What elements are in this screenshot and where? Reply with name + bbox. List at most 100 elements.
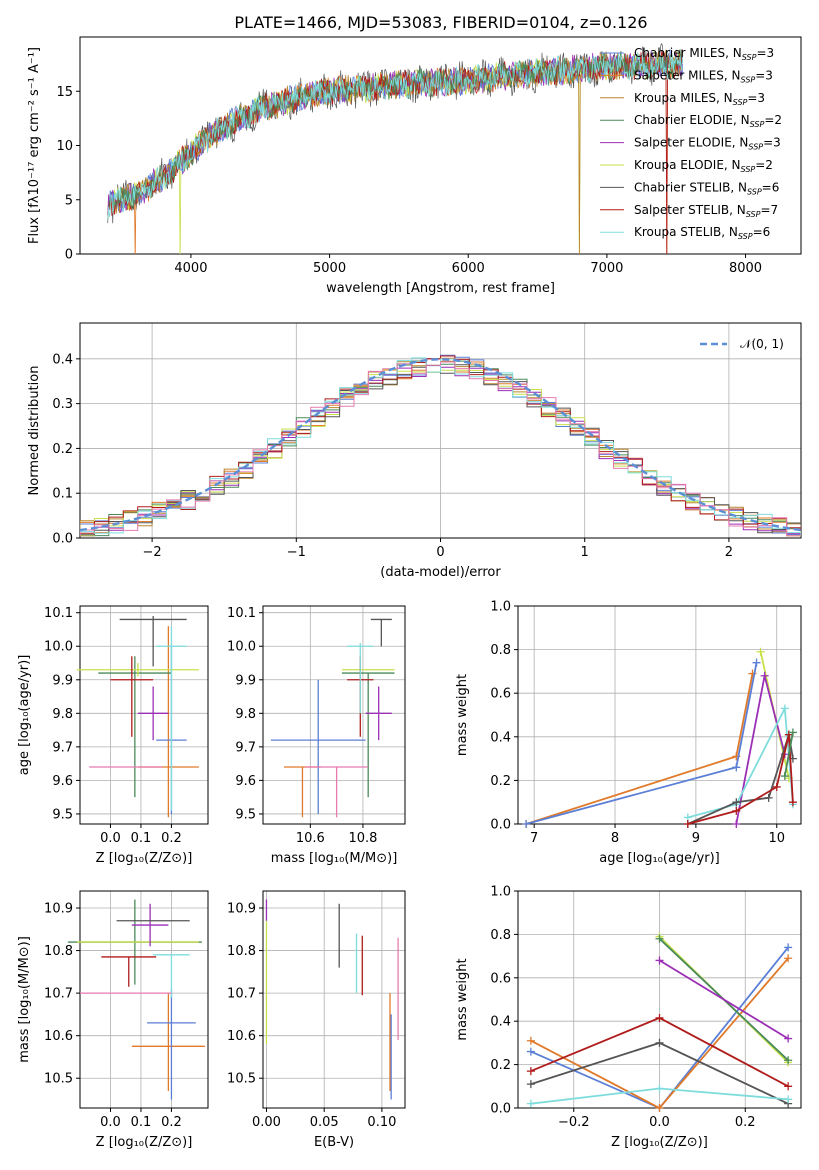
- y-axis-label: age [log₁₀(age/yr)]: [17, 655, 32, 776]
- y-tick-label: 0.2: [490, 1058, 511, 1073]
- weight-marker: [772, 782, 781, 791]
- plot-frame: [262, 890, 406, 1109]
- x-tick-label: 5000: [313, 261, 346, 276]
- x-tick-label: −1: [287, 545, 306, 560]
- weight-marker: [526, 1036, 535, 1045]
- x-tick-label: 8000: [729, 261, 762, 276]
- plot-frame: [79, 890, 209, 1109]
- weight-lines: [526, 932, 793, 1112]
- y-axis-label: mass weight: [455, 674, 470, 756]
- x-axis-label: (data-model)/error: [380, 565, 501, 580]
- legend-label: Kroupa MILES, NSSP=3: [634, 91, 765, 107]
- weight-marker: [788, 728, 797, 737]
- x-tick-label: 6000: [452, 261, 485, 276]
- legend-label: 𝒩(0, 1): [740, 337, 784, 351]
- y-tick-label: 10.7: [44, 987, 73, 1002]
- weight-lines: [522, 647, 797, 828]
- weight-marker: [784, 943, 793, 952]
- y-tick-label: 10.9: [44, 902, 73, 917]
- y-tick-label: 10.0: [44, 640, 73, 655]
- weight-marker: [784, 1034, 793, 1043]
- legend-label: Salpeter ELODIE, NSSP=3: [634, 136, 781, 152]
- histogram-step: [80, 361, 801, 537]
- weight-marker: [526, 1080, 535, 1089]
- y-tick-label: 5: [65, 193, 73, 208]
- axes: 4000 5000 6000 7000 8000 0 5 10 15: [56, 85, 762, 276]
- legend-label: Kroupa ELODIE, NSSP=2: [634, 158, 773, 174]
- y-tick-label: 10.7: [227, 987, 256, 1002]
- x-tick-label: 0: [436, 545, 444, 560]
- x-tick-label: 9: [692, 831, 700, 846]
- histograms: [80, 354, 801, 537]
- x-tick-label: 0.10: [367, 1115, 396, 1130]
- x-tick-label: 0.0: [100, 1115, 121, 1130]
- y-tick-label: 0.1: [52, 487, 73, 502]
- error-bars: [265, 899, 399, 1100]
- spectrum-legend: Chabrier MILES, NSSP=3 Salpeter MILES, NS…: [600, 46, 782, 241]
- mass-vs-ebv-panel: 0.00 0.05 0.10 10.5 10.6 10.7 10.8 10.9 E(B-V): [227, 890, 406, 1150]
- x-tick-label: 0.0: [649, 1115, 670, 1130]
- weight-marker: [784, 954, 793, 963]
- legend-label: Chabrier ELODIE, NSSP=2: [634, 113, 782, 129]
- gaussian-curve: [80, 358, 801, 532]
- y-tick-label: 0.0: [490, 818, 511, 833]
- y-tick-label: 15: [56, 85, 73, 100]
- figure-title: PLATE=1466, MJD=53083, FIBERID=0104, z=0…: [234, 13, 647, 32]
- y-tick-label: 10.5: [227, 1072, 256, 1087]
- axes: 0.0 0.1 0.2 9.5 9.6 9.7 9.8 9.9 10.0 10.1: [44, 606, 208, 846]
- plot-frame: [79, 36, 802, 255]
- plot-frame: [79, 605, 209, 825]
- weight-marker: [655, 934, 664, 943]
- x-tick-label: 0.2: [161, 1115, 182, 1130]
- y-tick-label: 9.7: [52, 740, 73, 755]
- y-tick-label: 10.8: [44, 944, 73, 959]
- weight-marker: [756, 647, 765, 656]
- y-tick-label: 0.2: [52, 442, 73, 457]
- x-tick-label: 0.2: [161, 831, 182, 846]
- weight-marker: [732, 798, 741, 807]
- y-tick-label: 9.6: [52, 774, 73, 789]
- y-tick-label: 9.8: [52, 707, 73, 722]
- y-tick-label: 10.0: [227, 640, 256, 655]
- weight-marker: [784, 730, 793, 739]
- x-axis-label: mass [log₁₀(M/M⊙)]: [271, 851, 398, 866]
- x-tick-label: 10.8: [348, 831, 377, 846]
- y-tick-label: 9.8: [235, 707, 256, 722]
- y-tick-label: 0.2: [490, 774, 511, 789]
- y-tick-label: 0.3: [52, 397, 73, 412]
- x-tick-label: 10.6: [296, 831, 325, 846]
- error-bars: [76, 616, 199, 818]
- weight-marker: [764, 793, 773, 802]
- weight-marker: [526, 1047, 535, 1056]
- weight-line: [525, 673, 754, 825]
- mass-weight-vs-age-panel: 7 8 9 10 0.0 0.2 0.4 0.6 0.8 1.0 age [log₁₀(age/yr…: [455, 600, 802, 866]
- y-axis-label: mass [log₁₀(M/M⊙)]: [17, 936, 32, 1063]
- y-tick-label: 10.5: [44, 1072, 73, 1087]
- spectrum-lines: [107, 42, 683, 254]
- legend-label: Chabrier MILES, NSSP=3: [634, 46, 774, 62]
- y-tick-label: 9.9: [52, 673, 73, 688]
- x-axis-label: Z [log₁₀(Z/Z⊙)]: [96, 851, 193, 866]
- y-tick-label: 10.1: [227, 606, 256, 621]
- legend-label: Chabrier STELIB, NSSP=6: [634, 180, 779, 196]
- y-tick-label: 10.9: [227, 902, 256, 917]
- weight-marker: [780, 704, 789, 713]
- y-tick-label: 10.6: [44, 1029, 73, 1044]
- x-tick-label: 0.1: [131, 831, 152, 846]
- y-tick-label: 10.6: [227, 1029, 256, 1044]
- x-tick-label: 7: [530, 831, 538, 846]
- y-tick-label: 10.1: [44, 606, 73, 621]
- y-tick-label: 0.4: [490, 1015, 511, 1030]
- weight-marker: [655, 1084, 664, 1093]
- y-tick-label: 10: [56, 139, 73, 154]
- weight-line: [783, 732, 794, 777]
- weight-marker: [732, 763, 741, 772]
- weight-marker: [752, 658, 761, 667]
- legend-label: Salpeter STELIB, NSSP=7: [634, 203, 778, 219]
- y-tick-label: 0.4: [52, 352, 73, 367]
- error-bars: [67, 899, 205, 1100]
- residual-histogram-panel: −2 −1 0 1 2 0.0 0.1 0.2 0.3 0.4 (data-model)/error…: [27, 322, 802, 580]
- y-axis-label: Normed distribution: [27, 366, 42, 496]
- x-axis-label: age [log₁₀(age/yr)]: [599, 851, 720, 866]
